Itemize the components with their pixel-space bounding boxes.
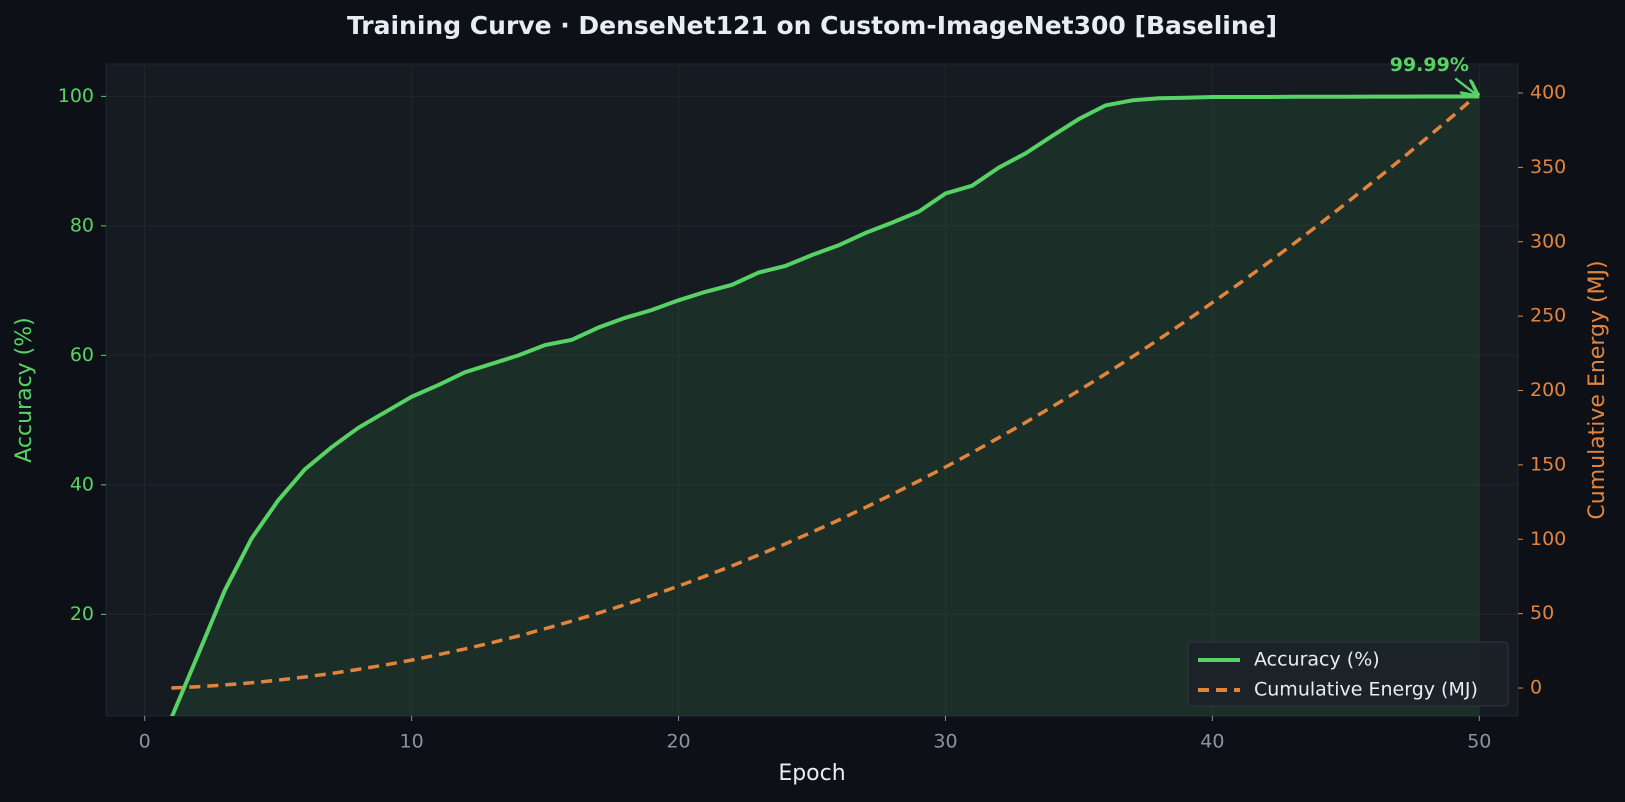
y2-tick-label: 250 — [1530, 305, 1566, 327]
series-line — [170, 94, 1480, 716]
x-tick-label: 0 — [139, 731, 151, 753]
x-tick-label: 20 — [666, 731, 690, 753]
plot-layer — [170, 91, 1481, 716]
y2-tick-label: 350 — [1530, 156, 1566, 178]
x-tick-label: 50 — [1467, 731, 1491, 753]
legend-box — [1187, 641, 1509, 707]
plot-area — [105, 63, 1519, 717]
y2-tick-label: 200 — [1530, 379, 1566, 401]
y2-tick-label: 150 — [1530, 453, 1566, 475]
chart-title: Training Curve · DenseNet121 on Custom-I… — [347, 11, 1277, 40]
y2-tick-label: 0 — [1530, 677, 1542, 699]
x-tick-label: 10 — [400, 731, 424, 753]
legend-label: Accuracy (%) — [1254, 649, 1380, 671]
series-line — [171, 91, 1481, 690]
y2-tick-label: 300 — [1530, 230, 1566, 252]
annotation-arrow — [1454, 77, 1477, 95]
x-tick-label: 30 — [933, 731, 957, 753]
y2-tick-label: 100 — [1530, 528, 1566, 550]
y-axis-label: Accuracy (%) — [12, 317, 37, 463]
y-tick-label: 20 — [70, 603, 94, 625]
area — [171, 96, 1480, 716]
y2-axis-label: Cumulative Energy (MJ) — [1585, 260, 1610, 519]
y-tick-label: 60 — [70, 344, 94, 366]
annotation: 99.99% — [1390, 54, 1469, 76]
y-tick-label: 80 — [70, 214, 94, 236]
y-tick-label: 100 — [58, 85, 94, 107]
y-tick-label: 40 — [70, 473, 94, 495]
y2-tick-label: 50 — [1530, 602, 1554, 624]
y2-tick-label: 400 — [1530, 82, 1566, 104]
x-tick-label: 40 — [1200, 731, 1224, 753]
legend-label: Cumulative Energy (MJ) — [1254, 679, 1478, 701]
x-axis-label: Epoch — [778, 761, 845, 786]
